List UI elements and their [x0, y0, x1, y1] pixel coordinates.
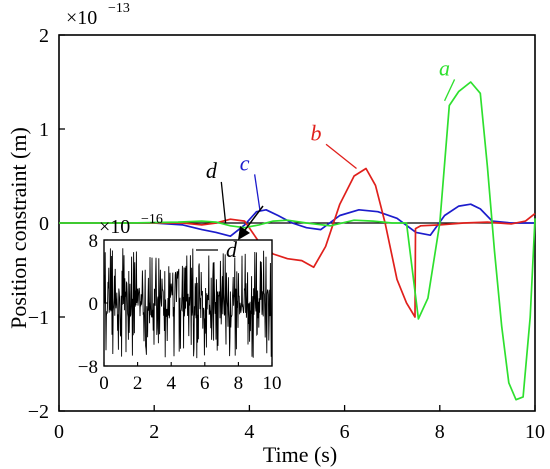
annotation-label-b: b	[311, 120, 322, 145]
main-series	[59, 81, 536, 401]
inset-x-tick-label: 0	[99, 373, 109, 394]
series-line-a	[59, 81, 536, 401]
y-tick-label: 1	[39, 119, 49, 141]
inset-legend-label: d	[226, 237, 238, 262]
x-tick-label: 10	[525, 421, 545, 443]
inset-y-tick-label: −8	[78, 357, 98, 378]
main-ticks: 0 2 4 6 8 10 −2 −1 0 1 2	[28, 25, 545, 443]
inset-plot: 0 2 4 6 8 10−808 ×10 −16 d	[78, 212, 282, 394]
annotation-label-c: c	[240, 150, 250, 175]
inset-series	[103, 248, 273, 359]
y-multiplier-exponent: −13	[108, 1, 130, 16]
annotation-label-d: d	[206, 158, 218, 183]
y-tick-label: −2	[28, 401, 49, 423]
x-axis-label: Time (s)	[263, 442, 337, 467]
y-axis-label: Position constraint (m)	[6, 127, 31, 329]
series-line-b	[59, 167, 536, 318]
inset-x-tick-label: 6	[200, 373, 210, 394]
inset-y-multiplier: ×10 −16	[99, 212, 163, 238]
x-tick-label: 0	[54, 421, 64, 443]
annotation-leader-d	[220, 181, 227, 224]
inset-y-multiplier-base: ×10	[99, 216, 130, 238]
inset-x-tick-label: 8	[234, 373, 244, 394]
annotation-leader-b	[325, 143, 357, 169]
inset-y-tick-label: 0	[89, 294, 99, 315]
annotation-leader-c	[253, 174, 261, 210]
y-multiplier: ×10 −13	[66, 1, 130, 29]
annotation-leader-a	[443, 79, 456, 102]
inset-pointer-arrow	[238, 205, 264, 240]
inset-x-tick-label: 10	[263, 373, 282, 394]
x-tick-label: 8	[435, 421, 445, 443]
x-tick-label: 4	[244, 421, 254, 443]
y-multiplier-base: ×10	[66, 7, 97, 29]
inset-legend: d	[196, 237, 238, 262]
x-tick-label: 2	[149, 421, 159, 443]
inset-series-line-d	[103, 248, 273, 359]
x-tick-label: 6	[340, 421, 350, 443]
main-annotations: a b cd	[206, 55, 456, 224]
y-tick-label: −1	[28, 307, 49, 329]
series-line-c	[59, 203, 535, 238]
y-tick-label: 0	[39, 213, 49, 235]
annotation-label-a: a	[439, 55, 450, 80]
inset-y-tick-label: 8	[89, 231, 99, 252]
y-tick-label: 2	[39, 25, 49, 47]
inset-ticks: 0 2 4 6 8 10−808	[78, 231, 282, 394]
inset-y-multiplier-exponent: −16	[141, 212, 163, 227]
inset-x-tick-label: 2	[133, 373, 143, 394]
inset-x-tick-label: 4	[166, 373, 176, 394]
